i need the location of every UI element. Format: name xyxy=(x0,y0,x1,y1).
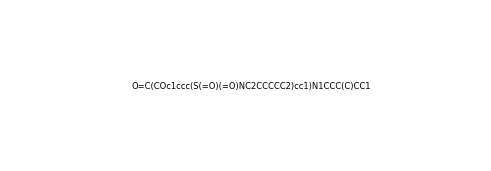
Text: O=C(COc1ccc(S(=O)(=O)NC2CCCCC2)cc1)N1CCC(C)CC1: O=C(COc1ccc(S(=O)(=O)NC2CCCCC2)cc1)N1CCC… xyxy=(132,82,371,91)
